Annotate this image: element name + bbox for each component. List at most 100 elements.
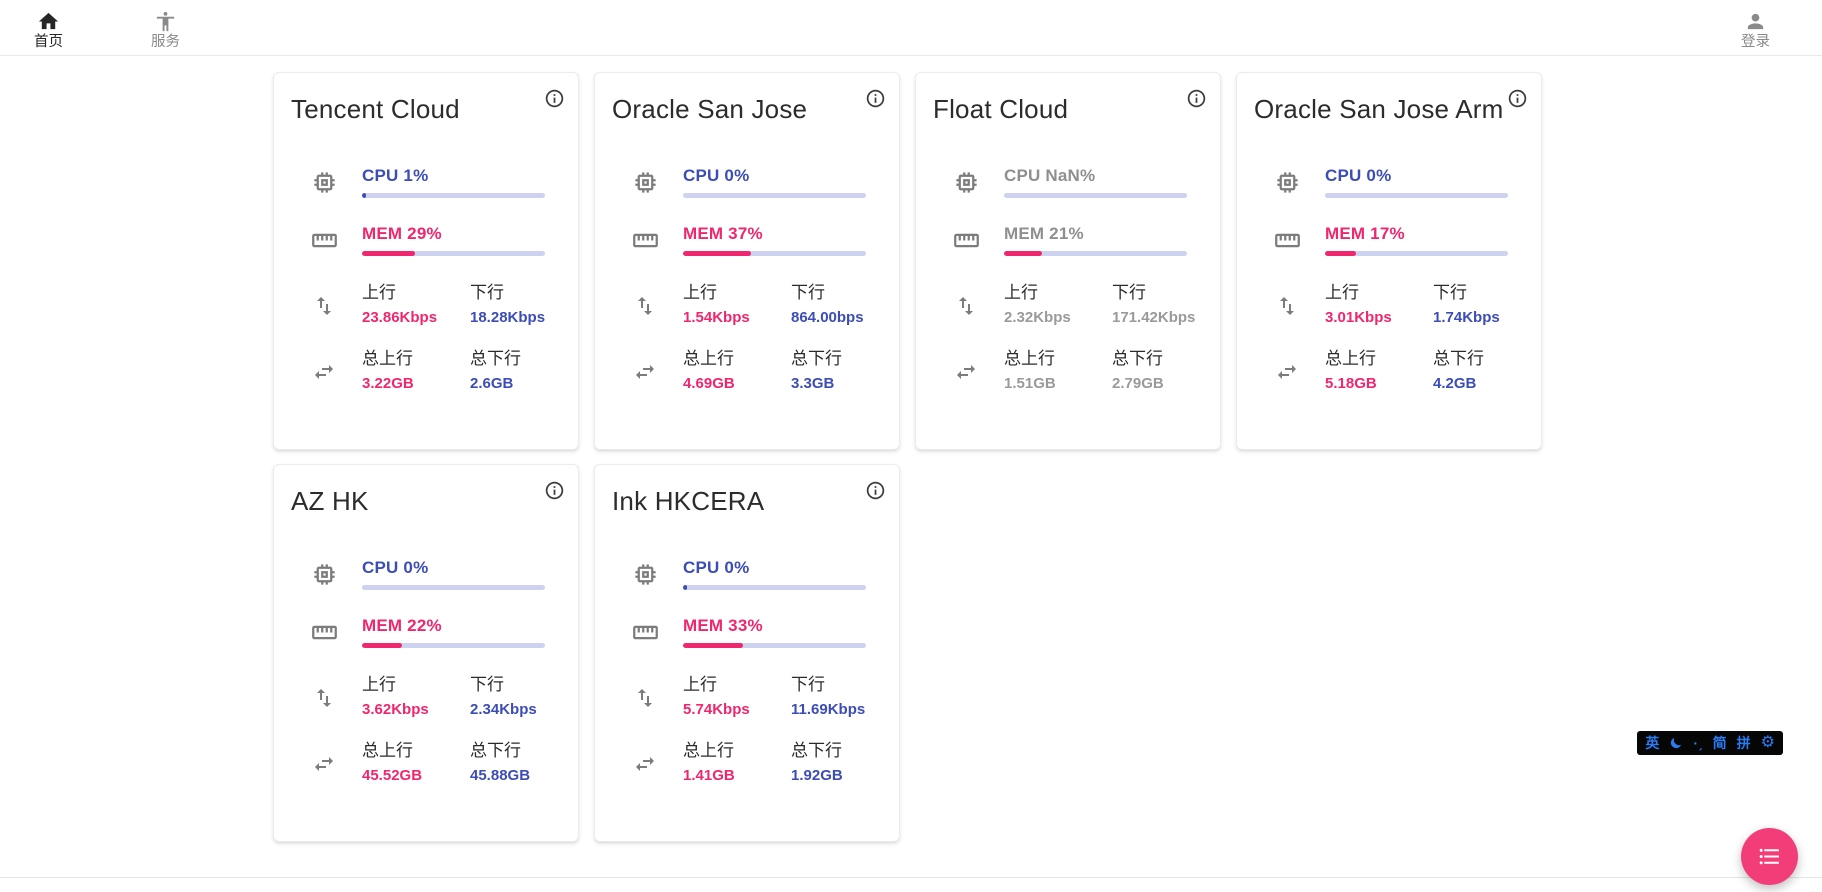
server-card-header: Oracle San Jose Arm xyxy=(1237,73,1541,125)
cpu-bar-fill xyxy=(362,193,366,198)
mem-bar-fill xyxy=(362,643,403,648)
cpu-usage-label: CPU 0% xyxy=(683,166,750,185)
memory-ruler-icon xyxy=(952,227,980,254)
info-icon xyxy=(545,481,564,500)
cpu-chip-icon xyxy=(310,169,338,196)
ime-dark-mode-toggle[interactable] xyxy=(1669,731,1683,755)
speed-values: 上行 3.62Kbps 下行 2.34Kbps xyxy=(362,674,545,721)
mem-meter: MEM 29% xyxy=(362,224,545,256)
app-bar: 首页 服务 登录 xyxy=(0,0,1822,56)
server-stats: CPU 0% MEM 22% xyxy=(274,558,578,787)
server-info-button[interactable] xyxy=(544,88,565,112)
total-row: 总上行 1.51GB 总下行 2.79GB xyxy=(952,348,1187,395)
nav-item-label: 登录 xyxy=(1741,34,1770,50)
total-upload-value: 4.69GB xyxy=(683,375,735,392)
total-upload-value: 45.52GB xyxy=(362,767,423,784)
upload-speed: 上行 3.01Kbps xyxy=(1325,282,1433,329)
nav-item-label: 服务 xyxy=(151,34,180,50)
vertical-arrows-icon xyxy=(631,686,659,710)
upload-speed: 上行 1.54Kbps xyxy=(683,282,791,329)
server-name: Float Cloud xyxy=(933,94,1069,124)
total-upload: 总上行 3.22GB xyxy=(362,348,470,395)
speed-row: 上行 1.54Kbps 下行 864.00bps xyxy=(631,282,866,329)
mem-row: MEM 37% xyxy=(631,224,866,256)
cpu-row: CPU 1% xyxy=(310,166,545,198)
ime-language-toggle[interactable]: 英 xyxy=(1645,735,1660,751)
server-info-button[interactable] xyxy=(544,480,565,504)
upload-speed: 上行 3.62Kbps xyxy=(362,674,470,721)
info-icon xyxy=(866,481,885,500)
ime-scheme-toggle[interactable]: 拼 xyxy=(1736,735,1751,751)
app-bar-left: 首页 服务 xyxy=(34,4,180,51)
total-values: 总上行 1.51GB 总下行 2.79GB xyxy=(1004,348,1187,395)
nav-item-services[interactable]: 服务 xyxy=(151,4,180,51)
cpu-chip-icon xyxy=(952,169,980,196)
nav-item-login[interactable]: 登录 xyxy=(1741,4,1770,51)
ime-settings-gear-icon[interactable]: ⚙ xyxy=(1760,734,1775,751)
download-label: 下行 xyxy=(791,675,825,694)
server-list-fab[interactable] xyxy=(1741,828,1798,885)
download-value: 18.28Kbps xyxy=(470,309,546,326)
mem-bar-fill xyxy=(362,251,416,256)
mem-bar-fill xyxy=(683,643,744,648)
upload-label: 上行 xyxy=(683,675,717,694)
total-values: 总上行 3.22GB 总下行 2.6GB xyxy=(362,348,545,395)
total-upload-label: 总上行 xyxy=(362,741,413,760)
speed-row: 上行 3.62Kbps 下行 2.34Kbps xyxy=(310,674,545,721)
ime-punctuation-toggle[interactable]: ·ˏ xyxy=(1693,735,1703,751)
server-info-button[interactable] xyxy=(1186,88,1207,112)
server-info-button[interactable] xyxy=(865,480,886,504)
server-name: Tencent Cloud xyxy=(291,94,460,124)
cpu-usage-label: CPU 0% xyxy=(1325,166,1392,185)
server-card: AZ HK CPU 0% xyxy=(273,464,579,842)
info-icon xyxy=(866,89,885,108)
mem-progress-bar xyxy=(683,251,866,256)
horizontal-arrows-icon xyxy=(310,360,338,384)
mem-row: MEM 33% xyxy=(631,616,866,648)
memory-ruler-icon xyxy=(310,619,338,646)
total-download-label: 总下行 xyxy=(791,349,842,368)
nav-item-home[interactable]: 首页 xyxy=(34,4,63,51)
speed-values: 上行 3.01Kbps 下行 1.74Kbps xyxy=(1325,282,1508,329)
nav-item-label: 首页 xyxy=(34,34,63,50)
download-value: 171.42Kbps xyxy=(1112,309,1196,326)
mem-usage-label: MEM 33% xyxy=(683,616,763,635)
total-upload: 总上行 5.18GB xyxy=(1325,348,1433,395)
total-download: 总下行 1.92GB xyxy=(791,740,866,787)
cpu-progress-bar xyxy=(683,193,866,198)
total-upload: 总上行 1.41GB xyxy=(683,740,791,787)
server-card-header: Float Cloud xyxy=(916,73,1220,125)
vertical-arrows-icon xyxy=(310,686,338,710)
mem-meter: MEM 17% xyxy=(1325,224,1508,256)
total-row: 总上行 1.41GB 总下行 1.92GB xyxy=(631,740,866,787)
cpu-row: CPU 0% xyxy=(310,558,545,590)
mem-usage-label: MEM 17% xyxy=(1325,224,1405,243)
total-upload: 总上行 4.69GB xyxy=(683,348,791,395)
download-speed: 下行 2.34Kbps xyxy=(470,674,545,721)
total-upload-label: 总上行 xyxy=(362,349,413,368)
mem-bar-fill xyxy=(683,251,751,256)
upload-label: 上行 xyxy=(362,283,396,302)
mem-row: MEM 22% xyxy=(310,616,545,648)
server-name: Oracle San Jose Arm xyxy=(1254,94,1504,124)
mem-meter: MEM 22% xyxy=(362,616,545,648)
server-name: Oracle San Jose xyxy=(612,94,808,124)
ime-charset-toggle[interactable]: 简 xyxy=(1712,735,1727,751)
total-row: 总上行 5.18GB 总下行 4.2GB xyxy=(1273,348,1508,395)
server-info-button[interactable] xyxy=(865,88,886,112)
cpu-meter: CPU 0% xyxy=(683,166,866,198)
upload-value: 1.54Kbps xyxy=(683,309,750,326)
server-stats: CPU 0% MEM 33% xyxy=(595,558,899,787)
cpu-row: CPU NaN% xyxy=(952,166,1187,198)
total-values: 总上行 4.69GB 总下行 3.3GB xyxy=(683,348,866,395)
speed-values: 上行 23.86Kbps 下行 18.28Kbps xyxy=(362,282,545,329)
server-card-grid: Tencent Cloud CPU 1% xyxy=(273,72,1542,842)
total-download-value: 3.3GB xyxy=(791,375,835,392)
mem-progress-bar xyxy=(362,251,545,256)
total-upload: 总上行 45.52GB xyxy=(362,740,470,787)
total-download: 总下行 2.6GB xyxy=(470,348,545,395)
server-info-button[interactable] xyxy=(1507,88,1528,112)
total-row: 总上行 3.22GB 总下行 2.6GB xyxy=(310,348,545,395)
download-label: 下行 xyxy=(1433,283,1467,302)
mem-usage-label: MEM 29% xyxy=(362,224,442,243)
